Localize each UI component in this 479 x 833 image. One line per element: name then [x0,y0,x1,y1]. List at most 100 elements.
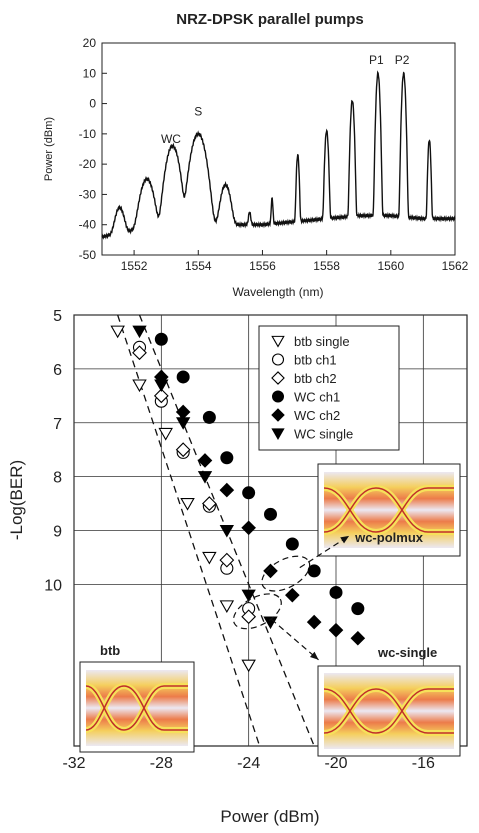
ber-point-btb-ch2 [153,388,169,404]
ber-point-wc-ch1 [351,602,365,616]
ber-point-wc-ch1 [154,332,168,346]
ber-y-tick-label: 10 [44,577,62,594]
ber-point-wc-single [219,524,234,538]
spectrum-x-tick-label: 1562 [442,259,469,273]
ber-point-wc-ch1 [242,486,256,500]
legend-label-wc-single: WC single [294,427,353,442]
ber-callout-arrowhead [309,651,319,660]
legend-label-btb-ch1: btb ch1 [294,353,337,368]
spectrum-annotation: S [194,105,202,119]
spectrum-x-axis-label: Wavelength (nm) [233,285,324,299]
ber-y-tick-label: 5 [53,308,62,325]
ber-point-wc-single [263,616,278,630]
ber-point-wc-ch2 [328,622,344,638]
ber-chart: -32 -28 -24 -20 -16 5 6 7 8 9 10 [7,308,468,826]
ber-y-tick-label: 9 [53,524,62,541]
spectrum-y-tick-label: 20 [83,36,97,50]
legend-marker-btb-ch2 [271,371,285,385]
spectrum-x-tick-label: 1558 [313,259,340,273]
wc-single-inset-label: wc-single [377,645,437,660]
ber-point-wc-ch2 [241,520,256,536]
eye-diagram-inset-polmux [317,463,461,557]
spectrum-y-tick-label: 10 [83,66,97,80]
ber-point-btb-ch2 [219,552,235,568]
spectrum-chart: NRZ-DPSK parallel pumps 1552 1554 1556 1558… [43,11,469,299]
ber-point-btb-single [158,427,173,441]
ber-callout-arrow [271,618,319,661]
legend-marker-wc-ch1 [272,390,284,403]
spectrum-y-tick-label: -10 [79,127,97,141]
ber-y-tick-label: 6 [53,362,62,379]
spectrum-annotation: WC [161,132,181,146]
spectrum-x-tick-label: 1552 [121,259,148,273]
ber-point-wc-ch1 [285,537,299,551]
legend-label-btb-ch2: btb ch2 [294,371,337,386]
legend-label-wc-ch2: WC ch2 [294,408,340,423]
ber-point-wc-single [197,471,213,484]
spectrum-ticks: 1552 1554 1556 1558 1560 1562 20 10 0 -10 -20 -30 -4… [79,36,469,273]
ber-point-btb-single [180,497,195,511]
ber-point-btb-ch2 [132,345,147,361]
ber-callout-ellipse [232,593,282,630]
ber-x-tick-label: -24 [237,755,260,772]
ber-y-tick-label: 7 [53,416,62,433]
eye-diagram-inset-btb [79,661,195,753]
spectrum-annotation: P2 [395,53,410,67]
spectrum-y-tick-label: -30 [79,187,97,201]
eye-diagram-inset-wc-single [317,665,461,757]
spectrum-trace [101,70,456,240]
legend-marker-btb-single [271,335,285,348]
ber-point-btb-ch2 [201,496,217,511]
ber-point-btb-single [241,659,256,673]
ber-x-tick-label: -28 [150,755,173,772]
ber-x-tick-label: -16 [412,755,435,772]
legend-label-wc-ch1: WC ch1 [294,390,340,405]
ber-point-wc-single [241,589,256,603]
ber-x-tick-label: -20 [324,755,347,772]
ber-y-axis-label: -Log(BER) [7,460,26,540]
legend-marker-wc-single [271,428,285,440]
ber-data-points [110,325,366,673]
spectrum-x-tick-label: 1560 [377,259,404,273]
spectrum-x-tick-label: 1556 [249,259,276,273]
spectrum-y-tick-label: -40 [79,218,97,232]
ber-point-wc-single [154,379,169,393]
legend-label-btb-single: btb single [294,334,350,349]
ber-callout-label: wc-polmux [354,530,424,545]
legend-marker-wc-ch2 [271,408,285,422]
ber-callout-arrowhead [340,535,350,544]
ber-point-wc-ch2 [285,587,300,603]
spectrum-annotations: WC S P1 P2 [161,53,410,146]
ber-point-btb-ch2 [175,442,191,458]
spectrum-x-tick-label: 1554 [185,259,212,273]
spectrum-y-tick-label: -20 [79,157,97,171]
spectrum-title: NRZ-DPSK parallel pumps [176,11,364,28]
ber-ticks: -32 -28 -24 -20 -16 5 6 7 8 9 10 [44,308,435,772]
spectrum-y-tick-label: -50 [79,248,97,262]
ber-point-wc-single [132,325,147,339]
ber-point-btb-ch2 [241,609,257,625]
spectrum-y-axis-label: Power (dBm) [43,117,55,181]
ber-point-btb-single [219,600,235,614]
spectrum-plot-frame [101,42,456,256]
ber-point-wc-ch1 [329,585,343,599]
ber-point-btb-single [132,379,147,393]
ber-point-wc-ch1 [176,370,190,384]
spectrum-annotation: P1 [369,53,384,67]
ber-x-axis-label: Power (dBm) [220,807,319,826]
ber-point-wc-ch1 [220,451,234,465]
ber-legend: btb single btb ch1 btb ch2 WC ch1 WC ch2 WC s… [258,325,400,451]
ber-point-wc-ch2 [306,614,322,630]
btb-inset-label: btb [100,643,120,658]
spectrum-y-tick-label: 0 [89,97,96,111]
ber-point-wc-ch2 [197,453,213,468]
ber-point-wc-ch2 [263,563,278,579]
ber-point-wc-ch1 [264,507,277,521]
ber-point-wc-ch2 [219,482,235,498]
ber-y-tick-label: 8 [53,470,62,487]
ber-point-wc-ch1 [202,410,216,424]
ber-x-tick-label: -32 [62,755,85,772]
legend-marker-btb-ch1 [271,353,285,366]
ber-point-btb-single [110,325,125,339]
